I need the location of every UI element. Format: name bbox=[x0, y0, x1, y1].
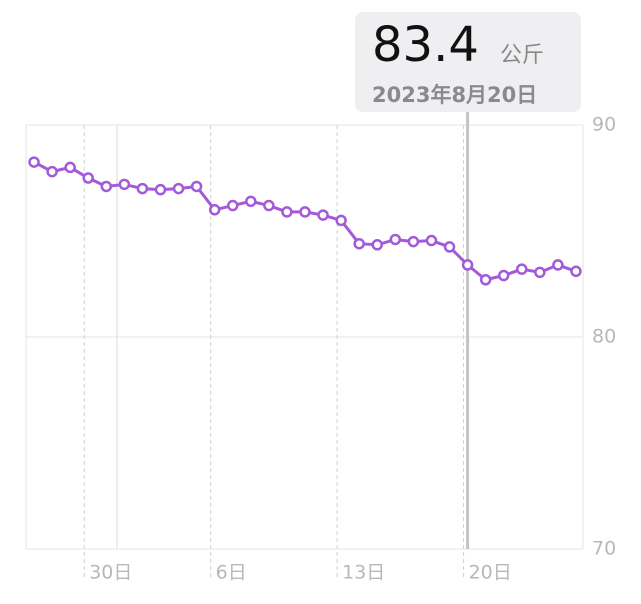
data-point bbox=[407, 235, 420, 248]
data-point bbox=[570, 265, 582, 278]
x-tick-label: 20日 bbox=[469, 562, 512, 584]
data-point bbox=[335, 214, 347, 227]
y-tick-label: 70 bbox=[592, 538, 616, 560]
weight-line bbox=[33, 160, 577, 282]
data-point bbox=[552, 259, 564, 271]
data-point bbox=[516, 263, 528, 275]
data-point bbox=[64, 161, 76, 174]
x-tick-label: 30日 bbox=[89, 562, 132, 584]
callout-value: 83.4 bbox=[372, 17, 479, 73]
data-point bbox=[100, 180, 113, 193]
x-tick-label: 6日 bbox=[216, 562, 247, 584]
data-point bbox=[443, 241, 456, 253]
data-point bbox=[461, 259, 474, 271]
data-point bbox=[425, 234, 438, 247]
y-tick-label: 80 bbox=[592, 326, 616, 348]
data-point bbox=[371, 239, 384, 251]
data-point bbox=[118, 178, 131, 191]
callout-box bbox=[355, 12, 581, 112]
data-point bbox=[172, 182, 185, 195]
data-point bbox=[208, 204, 221, 216]
data-point bbox=[299, 206, 311, 218]
data-point bbox=[317, 209, 329, 221]
data-point bbox=[28, 156, 40, 168]
data-point bbox=[190, 180, 203, 193]
data-point bbox=[281, 206, 293, 218]
data-point bbox=[154, 183, 167, 196]
x-tick-label: 13日 bbox=[342, 562, 385, 584]
data-point bbox=[82, 172, 94, 184]
data-point bbox=[497, 269, 510, 282]
data-point bbox=[353, 237, 365, 250]
data-point bbox=[136, 182, 149, 195]
callout-unit: 公斤 bbox=[500, 43, 544, 68]
data-point bbox=[226, 199, 239, 212]
callout-date: 2023年8月20日 bbox=[372, 83, 537, 107]
data-point bbox=[479, 274, 492, 286]
data-point bbox=[245, 195, 257, 208]
data-point bbox=[389, 233, 402, 246]
data-point bbox=[263, 199, 275, 212]
data-point bbox=[46, 165, 58, 178]
data-point bbox=[534, 266, 546, 279]
y-tick-label: 90 bbox=[592, 114, 616, 136]
